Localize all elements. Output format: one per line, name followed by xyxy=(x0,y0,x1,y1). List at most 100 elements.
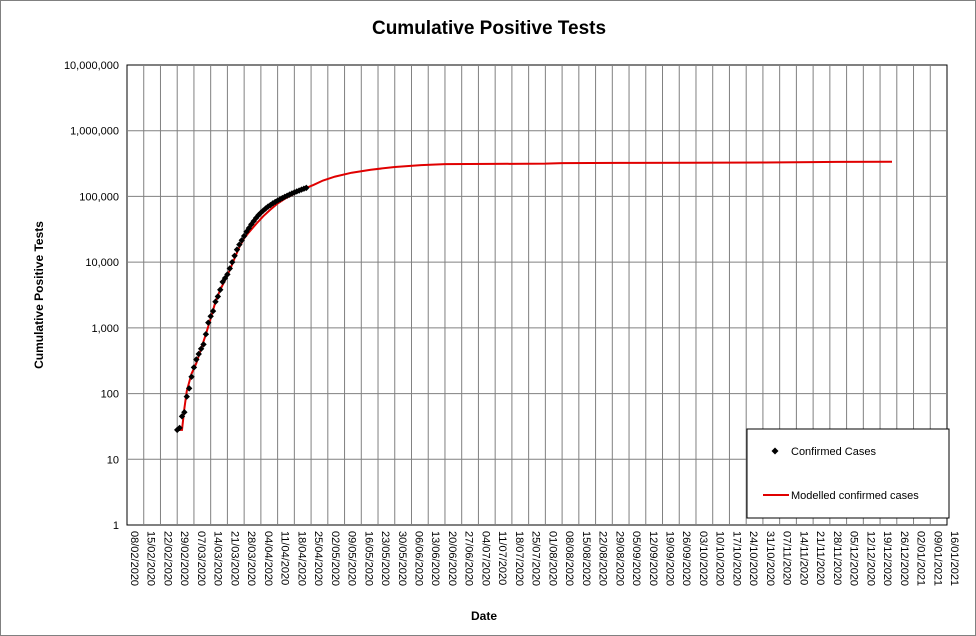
confirmed-case-point xyxy=(176,424,183,432)
x-tick-label: 01/08/2020 xyxy=(546,531,558,586)
y-tick-label: 100 xyxy=(101,389,119,401)
confirmed-case-point xyxy=(207,313,214,320)
x-tick-label: 26/12/2020 xyxy=(898,531,910,586)
x-tick-label: 04/04/2020 xyxy=(262,531,274,586)
x-tick-label: 05/12/2020 xyxy=(848,531,860,586)
x-tick-label: 05/09/2020 xyxy=(630,531,642,586)
x-tick-label: 15/08/2020 xyxy=(580,531,592,586)
x-tick-label: 24/10/2020 xyxy=(747,531,759,586)
x-tick-label: 14/11/2020 xyxy=(797,531,809,585)
y-tick-labels: 1 10 100 1,000 10,000 100,000 1,000,000 10,000,… xyxy=(64,60,119,532)
x-tick-label: 11/07/2020 xyxy=(496,531,508,585)
x-tick-label: 25/07/2020 xyxy=(530,531,542,586)
x-tick-label: 22/02/2020 xyxy=(161,531,173,586)
confirmed-case-point xyxy=(209,307,217,315)
x-tick-label: 26/09/2020 xyxy=(680,531,692,586)
legend-marker-diamond xyxy=(771,447,779,455)
legend-label-modelled-cases: Modelled confirmed cases xyxy=(791,490,919,502)
confirmed-case-point xyxy=(185,385,193,392)
x-tick-label: 07/11/2020 xyxy=(781,531,793,585)
x-tick-label: 13/06/2020 xyxy=(429,531,441,586)
confirmed-case-point xyxy=(236,241,243,248)
x-tick-label: 03/10/2020 xyxy=(697,531,709,586)
x-tick-labels: 08/02/2020 15/02/2020 22/02/2020 29/02/2020… xyxy=(128,531,960,586)
x-tick-label: 12/12/2020 xyxy=(864,531,876,586)
x-tick-label: 16/01/2021 xyxy=(948,531,960,586)
confirmed-case-point xyxy=(193,356,200,363)
confirmed-case-point xyxy=(188,373,195,380)
x-tick-label: 04/07/2020 xyxy=(479,531,491,586)
x-tick-label: 09/05/2020 xyxy=(346,531,358,586)
x-tick-label: 23/05/2020 xyxy=(379,531,391,586)
y-tick-label: 10,000,000 xyxy=(64,60,119,72)
confirmed-case-point xyxy=(226,265,233,272)
x-tick-label: 12/09/2020 xyxy=(647,531,659,586)
confirmed-case-point xyxy=(183,393,190,400)
legend: Confirmed Cases Modelled confirmed cases xyxy=(746,428,950,519)
confirmed-case-point xyxy=(197,345,205,353)
confirmed-case-point xyxy=(190,364,198,371)
confirmed-case-point xyxy=(303,184,310,192)
chart-title: Cumulative Positive Tests xyxy=(372,18,606,39)
x-tick-label: 17/10/2020 xyxy=(730,531,742,586)
confirmed-case-point xyxy=(233,246,241,253)
x-tick-label: 21/03/2020 xyxy=(228,531,240,586)
x-tick-label: 06/06/2020 xyxy=(412,531,424,586)
y-tick-label: 10,000 xyxy=(85,257,119,269)
confirmed-case-point xyxy=(195,350,202,358)
x-tick-label: 18/04/2020 xyxy=(295,531,307,586)
y-axis-title: Cumulative Positive Tests xyxy=(32,221,46,369)
x-tick-label: 15/02/2020 xyxy=(145,531,157,586)
x-tick-label: 25/04/2020 xyxy=(312,531,324,586)
x-tick-label: 02/01/2021 xyxy=(915,531,927,586)
confirmed-case-point xyxy=(200,341,207,348)
x-tick-label: 29/02/2020 xyxy=(178,531,190,586)
confirmed-case-point xyxy=(214,293,222,300)
x-tick-label: 28/11/2020 xyxy=(831,531,843,585)
legend-item-confirmed-cases: Confirmed Cases xyxy=(771,446,876,458)
x-tick-label: 21/11/2020 xyxy=(814,531,826,585)
confirmed-case-point xyxy=(238,237,245,244)
plot-area xyxy=(126,64,948,526)
confirmed-case-point xyxy=(231,252,238,259)
x-tick-label: 14/03/2020 xyxy=(212,531,224,586)
legend-item-modelled-cases: Modelled confirmed cases xyxy=(763,490,919,502)
x-tick-label: 29/08/2020 xyxy=(613,531,625,586)
x-tick-label: 20/06/2020 xyxy=(446,531,458,586)
legend-label-confirmed-cases: Confirmed Cases xyxy=(791,446,876,458)
x-tick-label: 09/01/2021 xyxy=(931,531,943,586)
x-tick-label: 02/05/2020 xyxy=(329,531,341,586)
legend-box xyxy=(746,428,950,519)
confirmed-case-point xyxy=(224,271,231,278)
y-tick-label: 1,000,000 xyxy=(70,126,119,138)
x-tick-label: 08/02/2020 xyxy=(128,531,140,586)
confirmed-case-point xyxy=(300,185,308,192)
x-tick-label: 30/05/2020 xyxy=(396,531,408,586)
horizontal-gridlines xyxy=(127,130,947,460)
y-tick-label: 1 xyxy=(113,520,119,532)
confirmed-cases-series xyxy=(174,184,310,434)
y-tick-label: 1,000 xyxy=(91,323,119,335)
x-tick-label: 28/03/2020 xyxy=(245,531,257,586)
confirmed-case-point xyxy=(181,409,188,416)
x-tick-label: 11/04/2020 xyxy=(279,531,291,585)
x-tick-label: 31/10/2020 xyxy=(764,531,776,586)
x-axis-title: Date xyxy=(471,609,497,623)
confirmed-case-point xyxy=(178,413,186,420)
confirmed-case-point xyxy=(240,232,248,240)
confirmed-case-point xyxy=(205,319,212,326)
confirmed-case-point xyxy=(217,286,224,293)
x-tick-label: 27/06/2020 xyxy=(463,531,475,586)
x-tick-label: 07/03/2020 xyxy=(195,531,207,586)
confirmed-case-point xyxy=(202,331,210,338)
vertical-gridlines xyxy=(143,65,931,525)
y-tick-label: 100,000 xyxy=(79,191,119,203)
confirmed-case-point xyxy=(212,298,219,305)
x-tick-label: 16/05/2020 xyxy=(362,531,374,586)
x-tick-label: 10/10/2020 xyxy=(714,531,726,586)
y-tick-label: 10 xyxy=(107,454,119,466)
x-tick-label: 19/12/2020 xyxy=(881,531,893,586)
x-tick-label: 08/08/2020 xyxy=(563,531,575,586)
